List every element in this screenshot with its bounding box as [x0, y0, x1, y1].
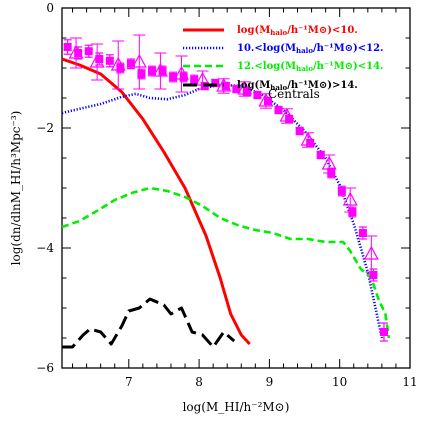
square-point	[379, 328, 388, 336]
x-axis-title: log(M_HI/h⁻²M⊙)	[183, 400, 290, 414]
square-point	[369, 271, 378, 279]
series-line-2	[61, 83, 384, 339]
square-point	[63, 43, 72, 51]
triangle-point	[342, 191, 358, 206]
square-point	[190, 76, 199, 84]
triangle-point	[195, 71, 211, 86]
square-point	[306, 139, 315, 147]
tick-labels: 7 8 9 10 11 0 −2 −4 −6	[36, 1, 417, 389]
triangle-point	[131, 53, 147, 68]
legend-label-3: 12.<log(Mhalo/h⁻¹M⊙)<14.	[237, 61, 384, 73]
square-point	[84, 47, 93, 56]
legend-label-1: log(Mhalo/h⁻¹M⊙)<10.	[237, 25, 358, 37]
triangle-point	[216, 77, 232, 92]
y-tick-label: −6	[36, 361, 54, 375]
triangle-point	[258, 92, 274, 107]
legend-label-2: 10.<log(Mhalo/h⁻¹M⊙)<12.	[237, 43, 384, 55]
square-point	[232, 85, 241, 93]
square-point	[179, 73, 188, 81]
series-lines	[61, 57, 391, 349]
y-tick-label: −4	[36, 241, 54, 255]
x-tick-label: 8	[195, 375, 203, 389]
triangle-point	[174, 65, 190, 80]
square-point	[253, 91, 262, 99]
triangle-point	[237, 80, 253, 95]
square-point	[295, 127, 304, 135]
square-point	[158, 67, 167, 75]
x-tick-label: 10	[332, 375, 347, 389]
square-point	[74, 49, 83, 57]
square-point	[105, 56, 114, 65]
square-point	[274, 106, 283, 114]
x-tick-label: 9	[266, 375, 274, 389]
legend: log(Mhalo/h⁻¹M⊙)<10. 10.<log(Mhalo/h⁻¹M⊙)…	[183, 25, 384, 92]
data-points	[63, 34, 388, 342]
square-point	[242, 88, 251, 96]
x-tick-label: 11	[402, 375, 417, 389]
axis-ticks	[62, 7, 411, 369]
triangle-point	[279, 107, 295, 122]
square-point	[263, 97, 272, 105]
square-point	[137, 70, 146, 78]
square-point	[126, 59, 135, 68]
square-point	[358, 229, 367, 237]
triangle-point	[363, 245, 379, 260]
series-line-4	[62, 297, 236, 349]
y-tick-label: 0	[46, 1, 54, 15]
triangle-point	[89, 53, 105, 68]
square-point	[221, 82, 230, 90]
square-point	[211, 79, 220, 87]
square-point	[316, 151, 325, 159]
triangle-point	[321, 155, 337, 170]
series-line-3	[61, 186, 391, 339]
triangle-point	[68, 44, 84, 59]
square-point	[337, 187, 346, 195]
y-axis-title: log(dn/dlnM_HI/h³Mpc⁻³)	[9, 111, 23, 266]
y-tick-label: −2	[36, 121, 54, 135]
square-point	[169, 73, 178, 81]
square-point	[285, 115, 294, 123]
x-tick-label: 7	[125, 375, 133, 389]
square-point	[116, 64, 125, 72]
triangle-point	[152, 62, 168, 77]
square-point	[147, 67, 156, 75]
triangle-point	[110, 56, 126, 71]
triangle-point	[300, 131, 316, 146]
centrals-annotation: Centrals	[268, 87, 320, 101]
legend-label-4: log(Mhalo/h⁻¹M⊙)>14.	[237, 80, 358, 92]
